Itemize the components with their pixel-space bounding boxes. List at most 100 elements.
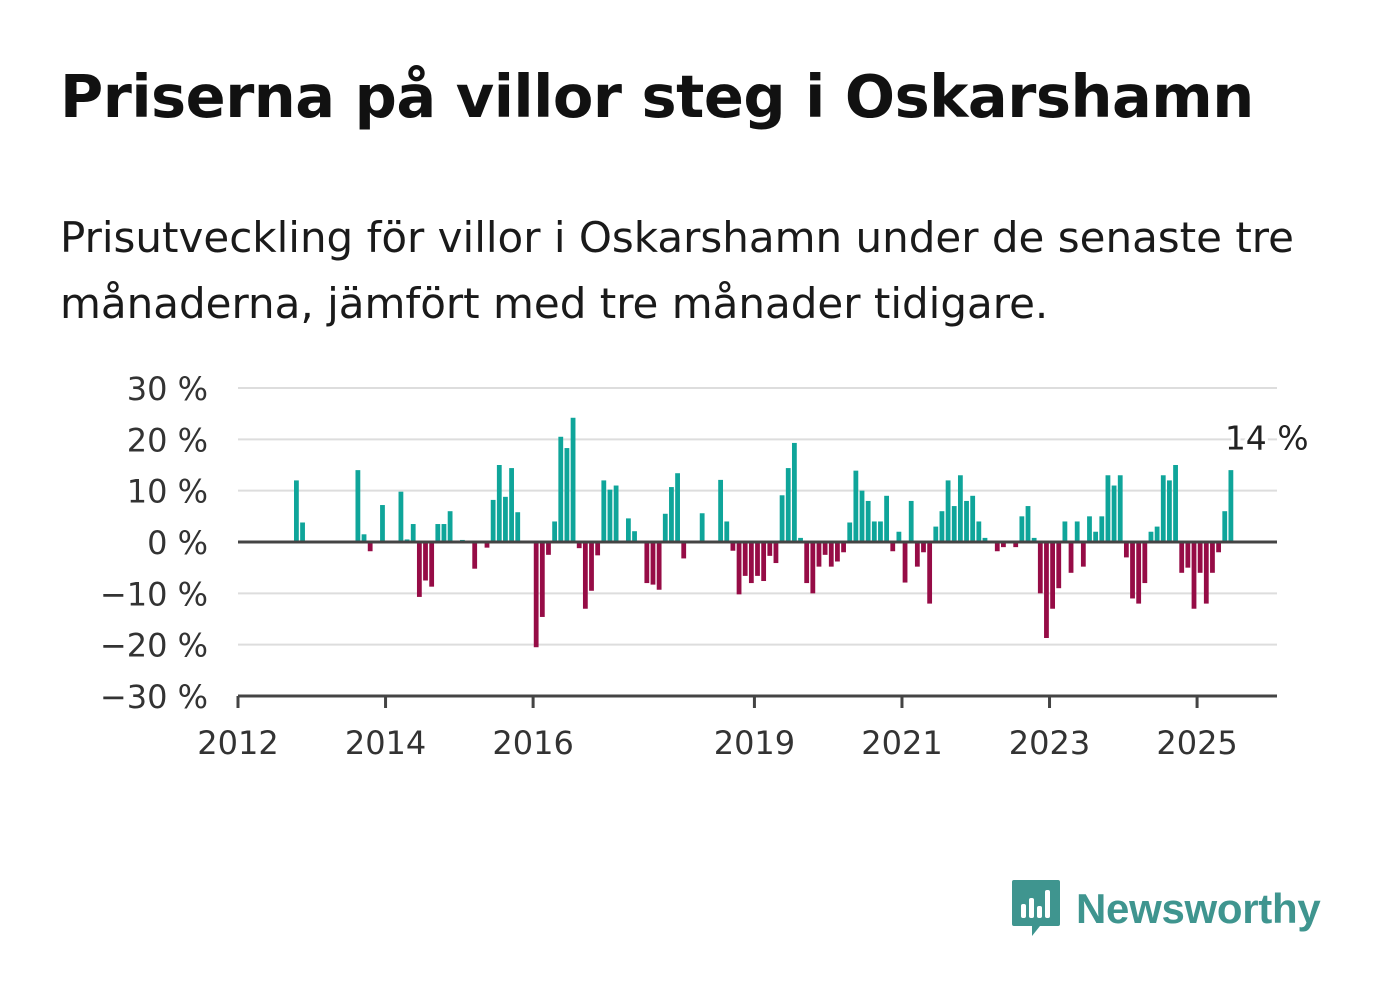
bar: [496, 465, 502, 542]
bar: [1105, 475, 1111, 542]
bar: [1099, 516, 1105, 542]
bar: [1197, 542, 1203, 573]
bar: [613, 485, 619, 542]
bar: [1167, 480, 1172, 542]
bar: [441, 524, 447, 542]
y-tick-label: 20 %: [127, 421, 208, 459]
data-label-last-value: 14 %: [1225, 418, 1309, 457]
bar: [300, 522, 305, 542]
bar: [908, 500, 914, 542]
bar: [755, 542, 760, 576]
bar: [890, 542, 896, 552]
brand-name: Newsworthy: [1076, 885, 1321, 932]
bar: [294, 480, 299, 542]
bar: [945, 480, 951, 542]
bar: [810, 542, 816, 594]
bar: [1050, 542, 1055, 609]
bar: [779, 495, 785, 542]
bar: [1160, 475, 1166, 542]
y-tick-label: −10 %: [100, 575, 208, 613]
bar: [1080, 542, 1086, 567]
bar: [1222, 511, 1228, 542]
bar: [773, 542, 779, 564]
bar: [1130, 542, 1135, 599]
bar: [570, 417, 576, 542]
bar: [859, 490, 865, 542]
bar: [558, 436, 564, 542]
bar: [681, 542, 687, 559]
newsworthy-logo: Newsworthy: [1010, 878, 1321, 940]
bar: [730, 542, 736, 551]
x-tick-label: 2019: [714, 724, 795, 762]
bar: [515, 512, 521, 542]
bar: [785, 468, 791, 542]
bar: [767, 542, 773, 556]
bar: [853, 470, 859, 542]
bar: [822, 542, 828, 555]
x-tick-label: 2016: [492, 724, 573, 762]
bar: [828, 542, 834, 567]
bar: [607, 489, 613, 542]
bar: [724, 521, 730, 542]
bar: [533, 542, 539, 648]
bar: [552, 521, 558, 542]
bar: [736, 542, 742, 595]
bar: [982, 537, 988, 542]
bar: [933, 526, 939, 542]
x-tick-label: 2021: [861, 724, 942, 762]
bar: [1191, 542, 1197, 609]
bar: [675, 473, 680, 542]
bar: [1173, 465, 1178, 542]
bar: [798, 537, 803, 542]
bar: [1136, 542, 1142, 604]
bar: [429, 542, 435, 587]
bar: [1228, 470, 1234, 542]
bar: [994, 542, 1000, 552]
bar: [1019, 516, 1025, 542]
bar: [398, 491, 404, 542]
x-tick-label: 2025: [1156, 724, 1237, 762]
bar: [902, 542, 908, 583]
bar: [816, 542, 822, 567]
y-tick-label: 10 %: [127, 473, 208, 511]
bar: [1179, 542, 1185, 573]
y-tick-label: −30 %: [100, 678, 208, 716]
bar: [503, 496, 508, 542]
y-tick-label: −20 %: [100, 627, 208, 665]
bar: [472, 542, 478, 569]
bar: [509, 468, 514, 542]
bar: [564, 448, 570, 542]
bar: [951, 506, 957, 542]
bar: [896, 531, 902, 542]
bar: [380, 505, 385, 542]
bar: [927, 542, 933, 604]
x-tick-label: 2023: [1009, 724, 1090, 762]
bar: [416, 542, 422, 597]
bar: [748, 542, 754, 584]
bar: [669, 487, 674, 542]
bar: [435, 524, 441, 542]
bar: [1154, 526, 1160, 542]
newsworthy-logo-icon: [1012, 880, 1060, 936]
bar: [447, 511, 453, 542]
bar: [718, 479, 724, 542]
bar: [589, 542, 594, 591]
bar: [410, 524, 416, 542]
page-subtitle: Prisutveckling för villor i Oskarshamn u…: [60, 213, 1294, 328]
bar: [1074, 521, 1080, 542]
bar: [1210, 542, 1215, 573]
bar: [871, 521, 877, 542]
y-tick-label: 30 %: [127, 370, 208, 408]
bar: [742, 542, 748, 576]
bar: [1025, 506, 1031, 542]
bar: [847, 522, 853, 542]
bar: [841, 542, 846, 553]
bar: [1216, 542, 1221, 553]
bar: [970, 495, 976, 542]
bar: [1117, 475, 1123, 542]
bar: [976, 521, 982, 542]
bar: [699, 513, 705, 542]
bar: [423, 542, 428, 581]
